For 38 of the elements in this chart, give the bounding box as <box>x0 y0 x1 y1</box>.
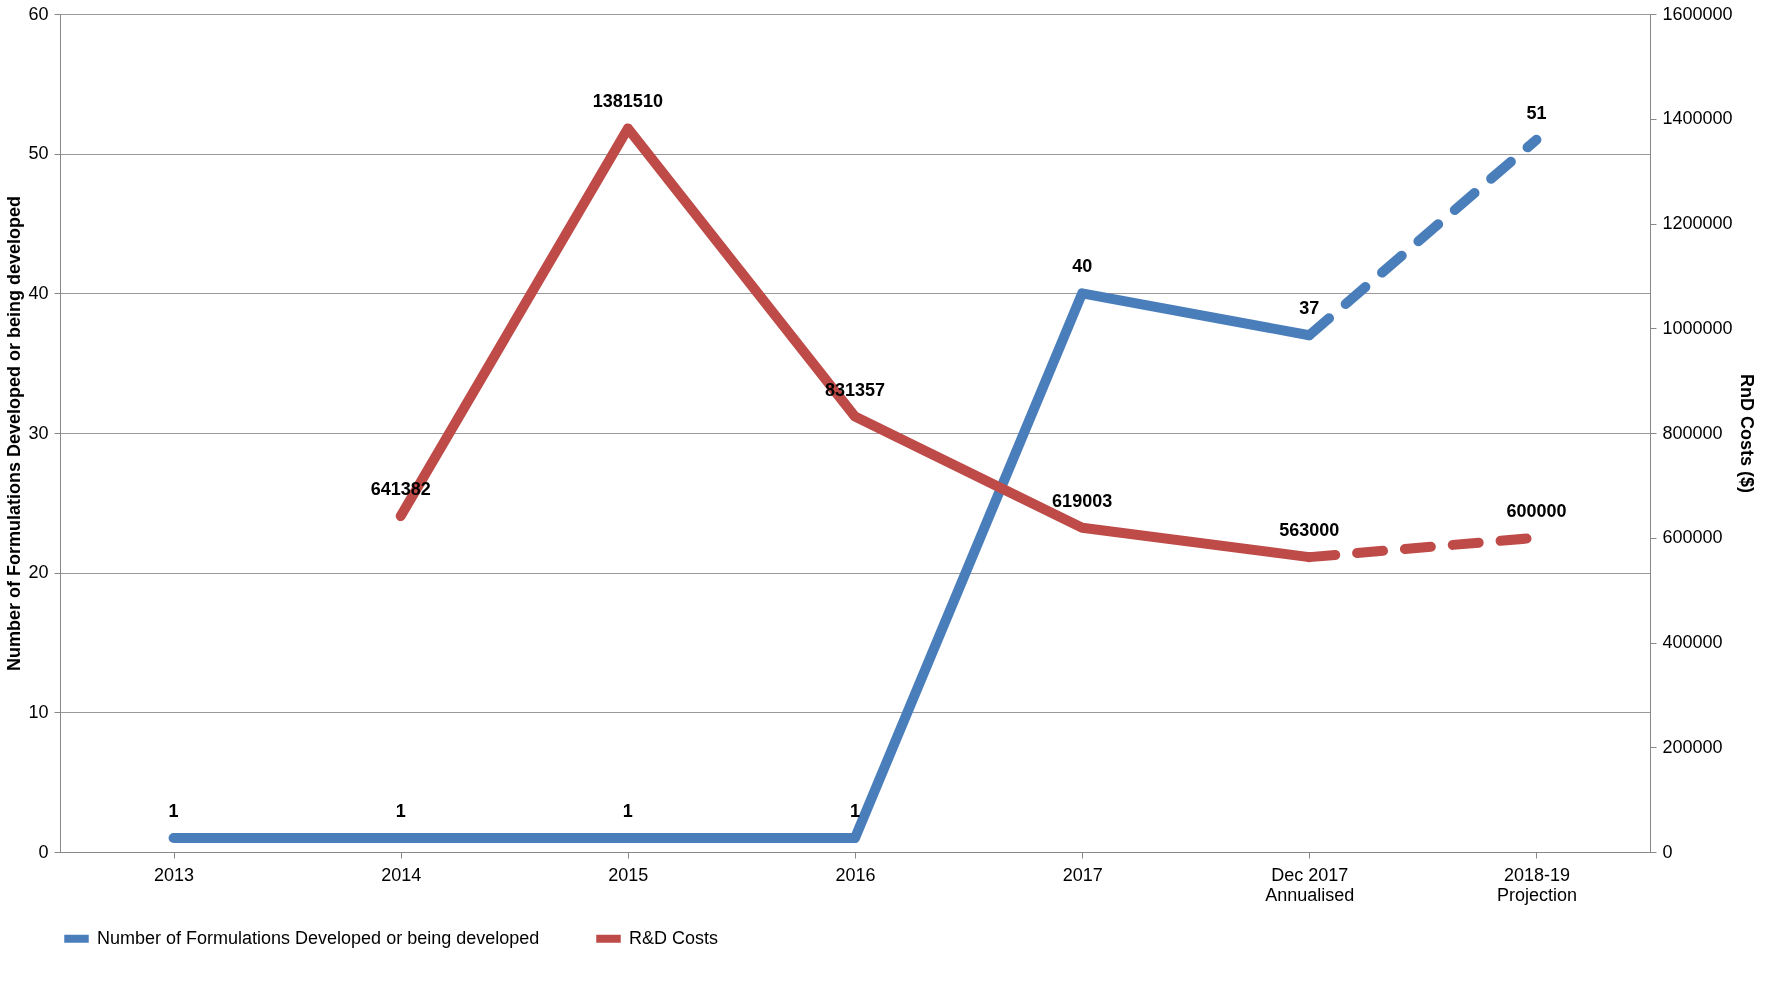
y2-tick-label: 600000 <box>1662 527 1723 548</box>
legend-label: R&D Costs <box>629 927 719 948</box>
y-tick-label: 0 <box>38 841 49 862</box>
data-label: 563000 <box>1279 520 1340 541</box>
y-axis-title: Number of Formulations Developed or being developed <box>4 195 25 672</box>
y2-axis-title: RnD Costs ($) <box>1736 373 1757 494</box>
y-tick-label: 50 <box>28 143 49 164</box>
data-label: 1 <box>849 801 861 822</box>
y2-tick-label: 1600000 <box>1662 3 1733 24</box>
y2-tick-label: 1200000 <box>1662 213 1733 233</box>
data-label: 40 <box>1072 256 1093 277</box>
y-tick-label: 30 <box>28 422 49 443</box>
data-label: 600000 <box>1506 500 1567 521</box>
y2-tick-label: 800000 <box>1662 422 1723 443</box>
y2-tick-label: 1400000 <box>1662 108 1733 129</box>
y2-tick-label: 1000000 <box>1662 317 1733 338</box>
y-tick-label: 20 <box>28 562 49 583</box>
y-tick-label: 40 <box>28 282 49 303</box>
data-label: 619003 <box>1052 490 1113 511</box>
x-tick-label: 2014 <box>381 864 422 885</box>
x-tick-label: Dec 2017 Annualised <box>1265 864 1355 905</box>
data-label: 37 <box>1299 298 1320 319</box>
y2-tick-label: 400000 <box>1662 632 1723 652</box>
x-tick-label: 2018-19 Projection <box>1496 864 1577 905</box>
data-label: 1 <box>168 801 179 822</box>
x-tick-label: 2013 <box>154 864 195 885</box>
y2-tick-label: 0 <box>1662 841 1673 862</box>
data-label: 1 <box>622 801 633 822</box>
x-tick-label: 2017 <box>1062 864 1103 885</box>
data-label: 1381510 <box>592 91 663 112</box>
x-tick-label: 2016 <box>835 864 876 885</box>
y2-tick-label: 200000 <box>1662 736 1723 757</box>
y-tick-label: 60 <box>28 3 49 24</box>
data-label: 1 <box>395 801 406 822</box>
x-tick-label: 2015 <box>608 864 649 885</box>
data-label: 51 <box>1526 102 1547 123</box>
y-tick-label: 10 <box>28 701 49 722</box>
legend-label: Number of Formulations Developed or being developed <box>97 927 540 948</box>
